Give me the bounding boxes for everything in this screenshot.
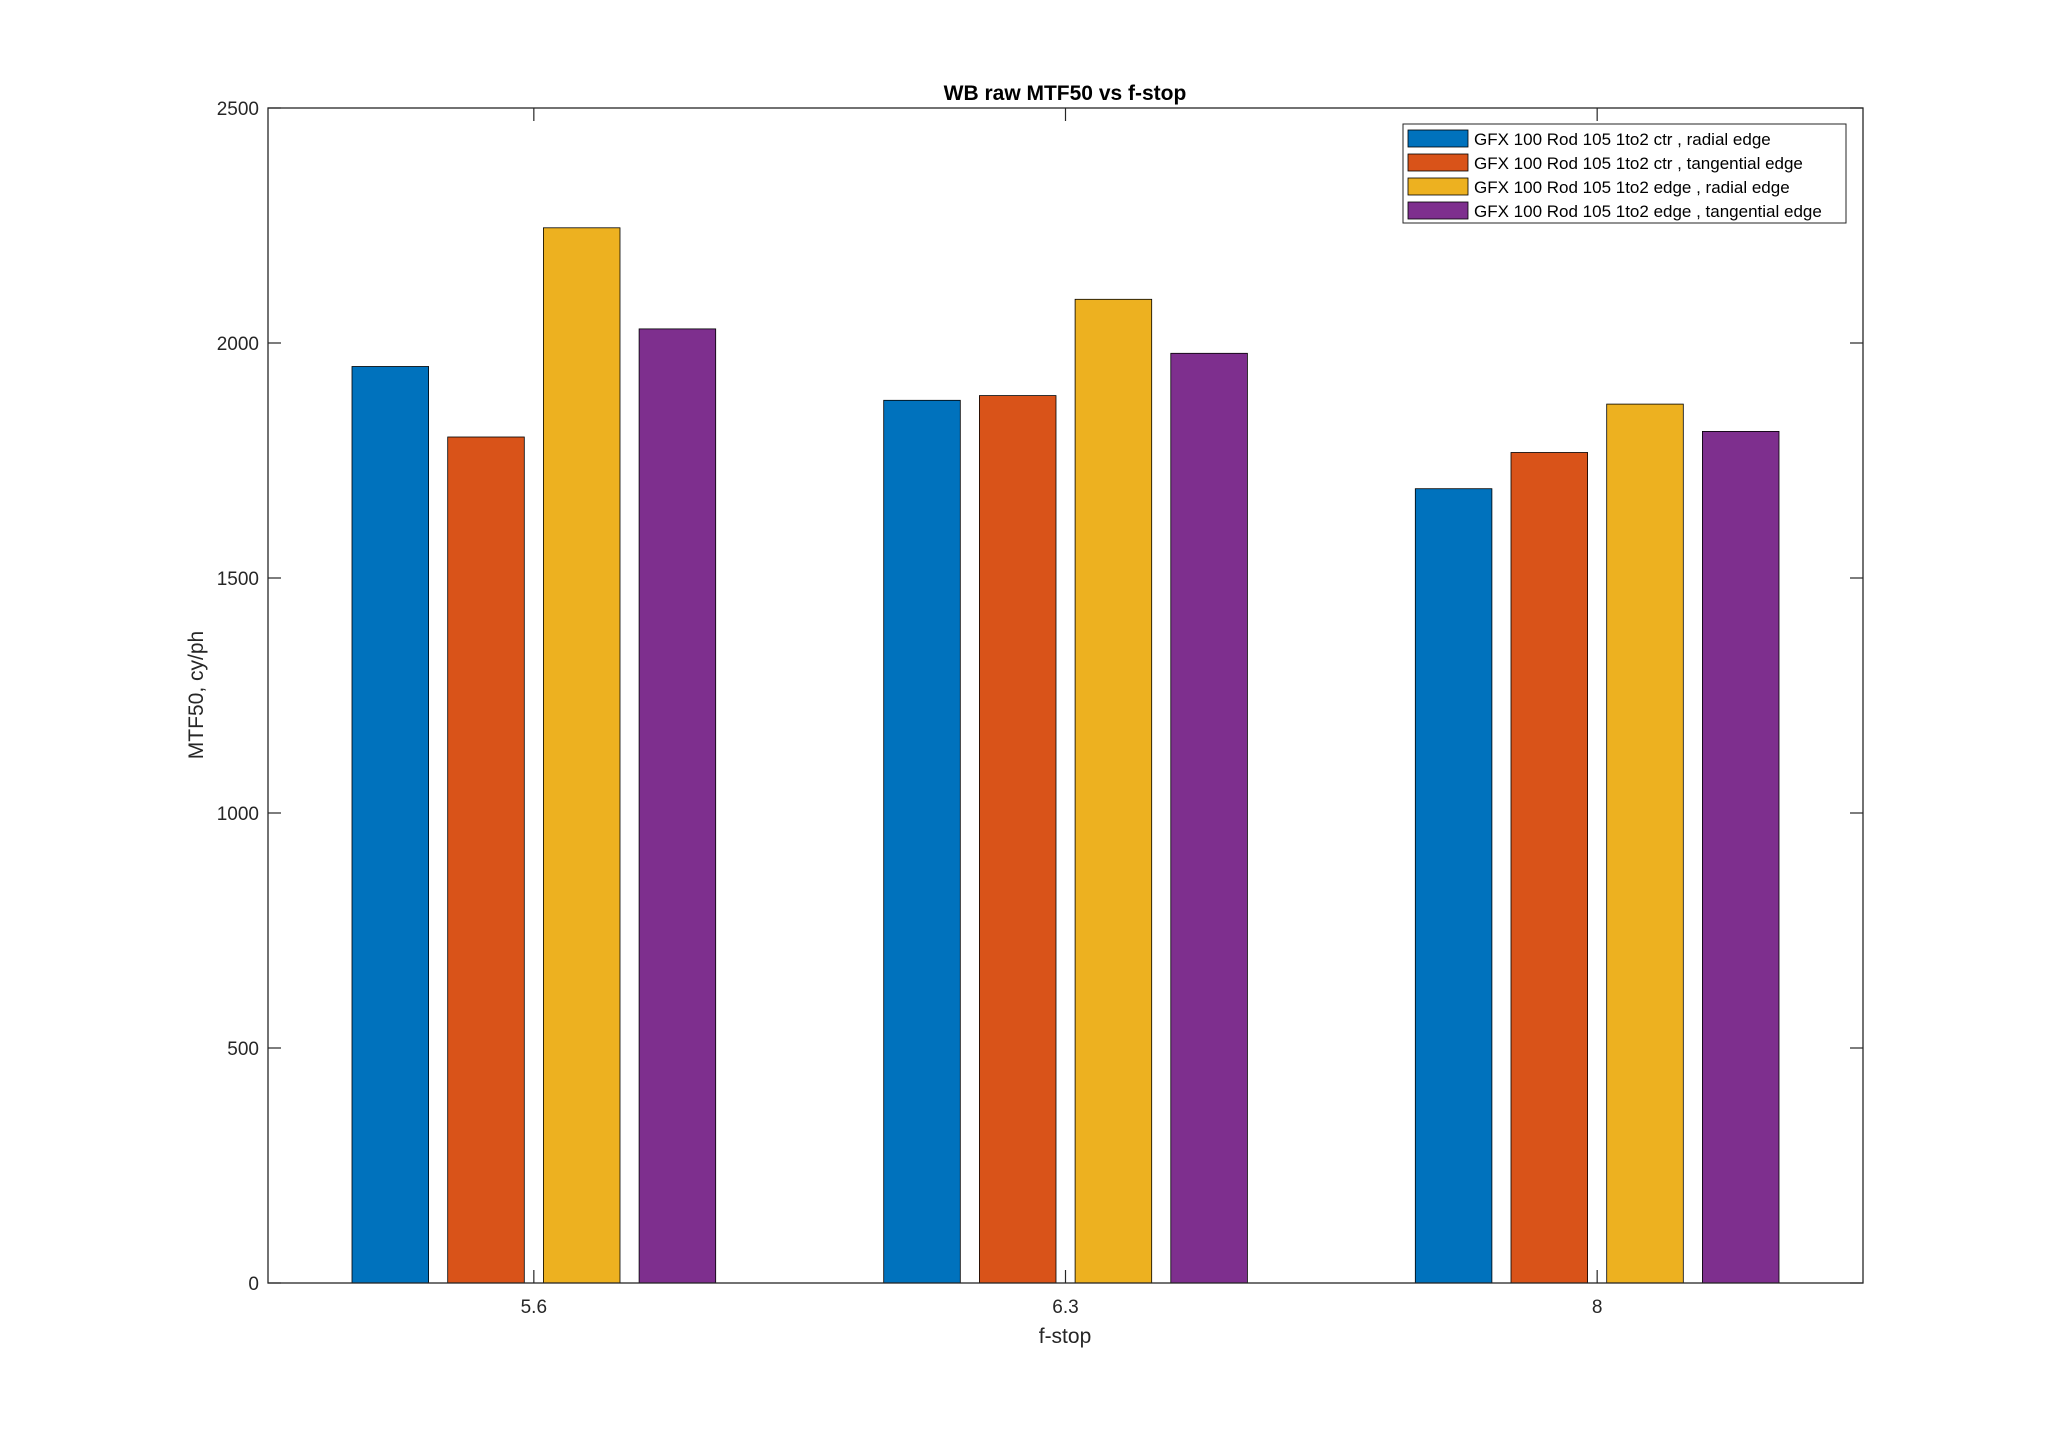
axes-box xyxy=(267,107,1864,1284)
plot-area xyxy=(268,108,1863,1283)
legend-entry-2: GFX 100 Rod 105 1to2 ctr , tangential ed… xyxy=(1474,154,1803,173)
bar-8-series-1 xyxy=(1414,488,1493,1284)
x-tick-label: 5.6 xyxy=(521,1297,547,1318)
y-tick-label: 500 xyxy=(227,1039,259,1060)
bar-5.6-series-3 xyxy=(543,227,621,1284)
bar-5.6-series-1 xyxy=(351,366,429,1284)
legend-entry-4: GFX 100 Rod 105 1to2 edge , tangential e… xyxy=(1474,202,1822,221)
y-tick-label: 1500 xyxy=(217,569,259,590)
bar-8-series-2 xyxy=(1510,452,1588,1284)
bar-5.6-series-4 xyxy=(638,328,717,1284)
y-tick-labels: 0 500 1000 1500 2000 2500 xyxy=(217,99,259,1295)
legend-entry-3: GFX 100 Rod 105 1to2 edge , radial edge xyxy=(1474,178,1790,197)
y-tick-label: 0 xyxy=(248,1274,259,1295)
y-tick-label: 2500 xyxy=(217,99,259,120)
bar-6.3-series-2 xyxy=(979,395,1057,1284)
legend-box xyxy=(1402,123,1847,224)
x-axis-label: f-stop xyxy=(1039,1325,1092,1348)
bar-6.3-series-1 xyxy=(883,399,961,1284)
bar-6.3-series-4 xyxy=(1170,352,1248,1284)
y-tick-label: 1000 xyxy=(217,804,259,825)
chart-title: WB raw MTF50 vs f-stop xyxy=(944,82,1187,105)
bar-5.6-series-2 xyxy=(447,436,525,1284)
legend-entry-1: GFX 100 Rod 105 1to2 ctr , radial edge xyxy=(1474,130,1771,149)
bar-group xyxy=(351,227,1780,1284)
legend: GFX 100 Rod 105 1to2 ctr , radial edge GF… xyxy=(1402,123,1847,224)
legend-swatch-4 xyxy=(1407,201,1469,220)
legend-swatch-1 xyxy=(1407,129,1469,148)
legend-swatch-2 xyxy=(1407,153,1469,172)
y-tick-label: 2000 xyxy=(217,334,259,355)
legend-swatch-3 xyxy=(1407,177,1469,196)
bar-8-series-4 xyxy=(1702,430,1780,1284)
x-tick-label: 8 xyxy=(1592,1297,1603,1318)
x-tick-label: 6.3 xyxy=(1052,1297,1078,1318)
y-axis-label: MTF50, cy/ph xyxy=(185,631,208,759)
bar-6.3-series-3 xyxy=(1074,298,1153,1284)
bar-8-series-3 xyxy=(1606,403,1684,1284)
x-tick-labels: 5.6 6.3 8 xyxy=(521,1297,1603,1318)
